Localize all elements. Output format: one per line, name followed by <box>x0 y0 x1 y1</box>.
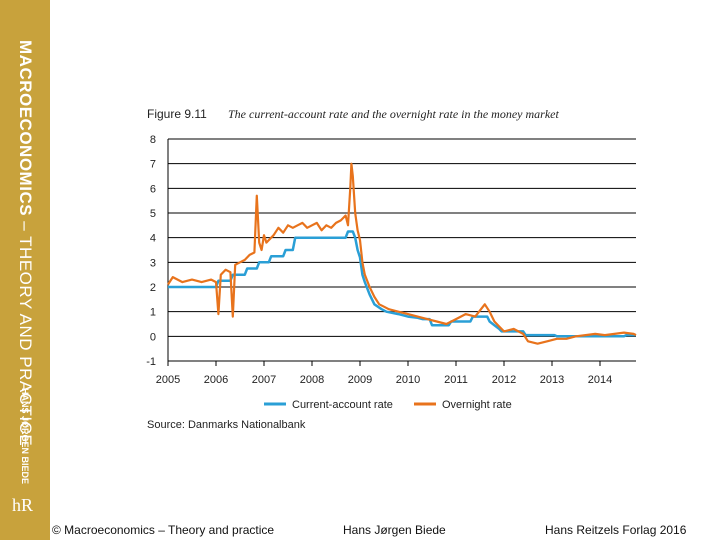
y-tick-label: 0 <box>150 331 156 343</box>
y-tick-label: 2 <box>150 282 156 294</box>
y-tick-label: 8 <box>150 134 156 146</box>
footer: © Macroeconomics – Theory and practice H… <box>0 521 720 540</box>
series-line-overnight <box>167 162 637 345</box>
x-tick-label: 2006 <box>204 374 228 386</box>
x-axis-ticks: 2005 2006 2007 2008 2009 2010 2011 2012 2013 2014 <box>156 361 612 386</box>
y-tick-label: 3 <box>150 257 156 269</box>
x-tick-label: 2011 <box>444 374 468 386</box>
y-tick-label: 1 <box>150 307 156 319</box>
book-sidebar: MACROECONOMICS – THEORY AND PRACTICE HAN… <box>0 0 50 540</box>
x-tick-label: 2009 <box>348 374 372 386</box>
chart-legend: Current-account rate Overnight rate <box>264 399 512 411</box>
y-tick-label: 7 <box>150 159 156 171</box>
y-tick-label: 5 <box>150 208 156 220</box>
grid-lines <box>168 138 636 362</box>
publisher-logo: hR <box>12 495 34 515</box>
figure-source: Source: Danmarks Nationalbank <box>147 419 306 431</box>
y-axis-ticks: -1 0 1 2 3 4 5 6 7 8 <box>146 134 156 368</box>
figure-title: The current-account rate and the overnig… <box>228 107 559 121</box>
footer-publisher: Hans Reitzels Forlag 2016 <box>545 523 687 537</box>
series-line-current <box>168 230 636 338</box>
y-tick-label: -1 <box>146 356 156 368</box>
legend-label-overnight: Overnight rate <box>442 399 512 411</box>
x-tick-label: 2013 <box>540 374 564 386</box>
x-tick-label: 2008 <box>300 374 324 386</box>
chart-series <box>167 162 637 345</box>
x-tick-label: 2007 <box>252 374 276 386</box>
y-tick-label: 4 <box>150 233 156 245</box>
x-tick-label: 2012 <box>492 374 516 386</box>
x-tick-label: 2010 <box>396 374 420 386</box>
footer-copyright: © Macroeconomics – Theory and practice <box>52 523 275 537</box>
x-tick-label: 2005 <box>156 374 180 386</box>
y-tick-label: 6 <box>150 183 156 195</box>
legend-label-current: Current-account rate <box>292 399 393 411</box>
footer-author: Hans Jørgen Biede <box>343 523 446 537</box>
figure-number: Figure 9.11 <box>147 107 207 121</box>
x-tick-label: 2014 <box>588 374 612 386</box>
